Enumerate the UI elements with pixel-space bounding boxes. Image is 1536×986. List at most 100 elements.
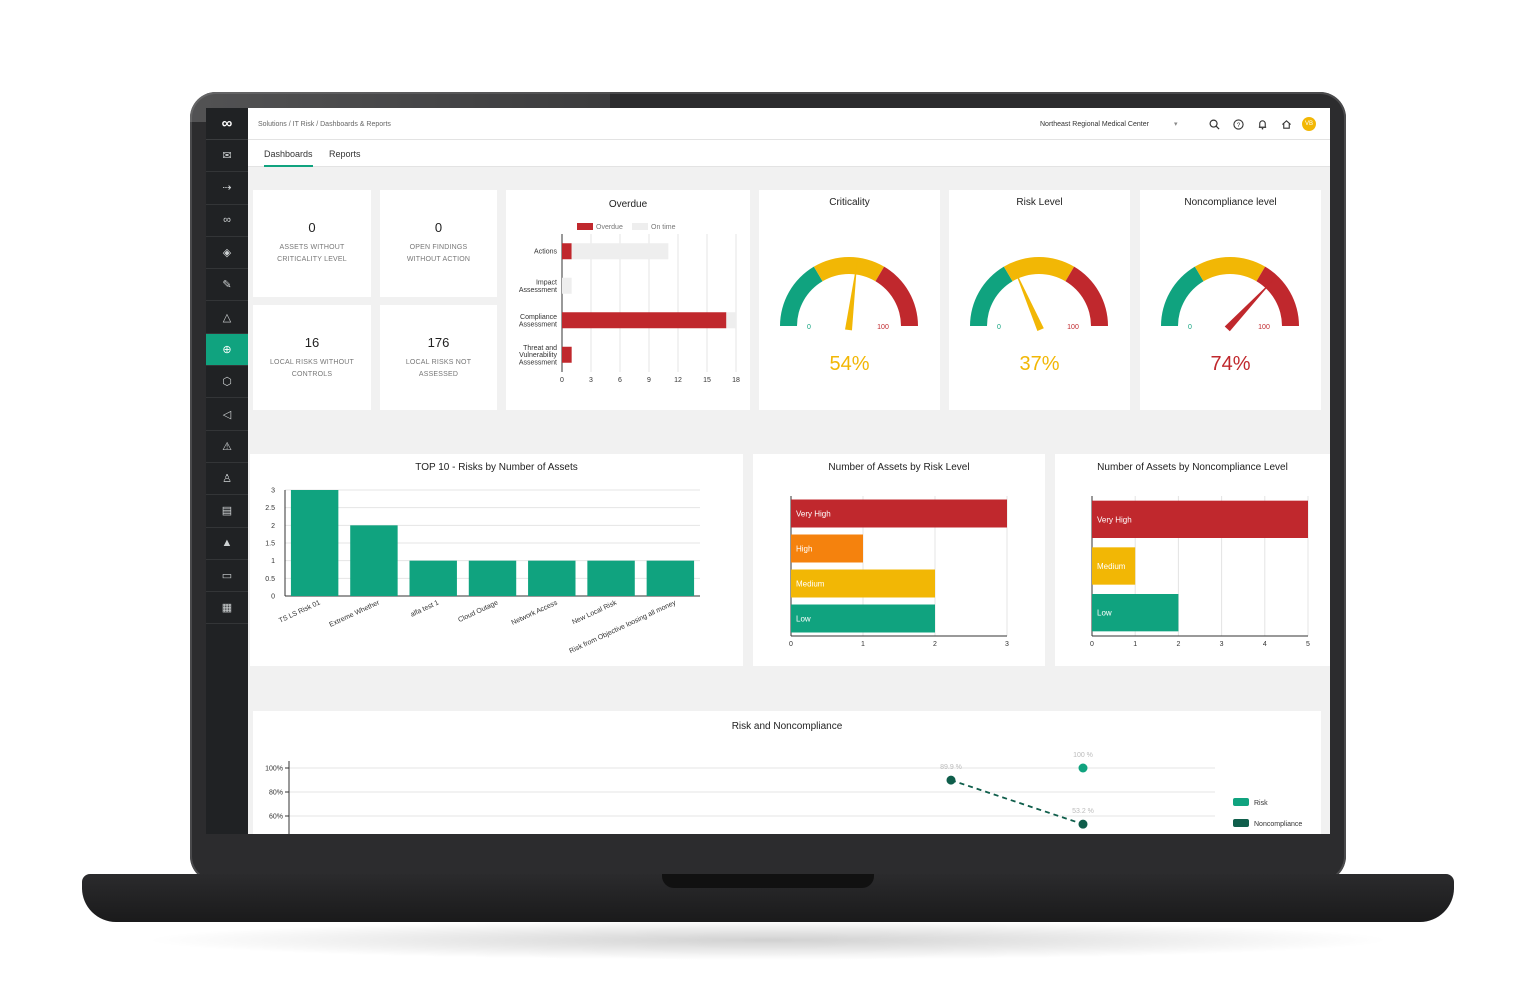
gauge-min-label: 0: [997, 324, 1001, 331]
gauge-band: [780, 266, 823, 326]
x-tick-label: 2: [933, 641, 937, 648]
signpost-icon[interactable]: ⇢: [206, 172, 248, 205]
infinity-icon[interactable]: ∞: [206, 205, 248, 237]
kpi-value: 176: [427, 335, 450, 350]
chart-title: TOP 10 - Risks by Number of Assets: [415, 462, 578, 473]
y-tick-label: Impact Assessment: [519, 280, 557, 294]
diamond-icon[interactable]: ◈: [206, 237, 248, 270]
kpi-card[interactable]: 16 LOCAL RISKS WITHOUT CONTROLS: [253, 305, 371, 410]
report-icon[interactable]: ▦: [206, 592, 248, 625]
alert-triangle-icon[interactable]: ⚠: [206, 431, 248, 463]
y-tick-label: 60%: [269, 814, 283, 821]
legend-label: On time: [651, 224, 676, 231]
kpi-label: LOCAL RISKS NOT ASSESSED: [405, 359, 472, 378]
home-icon[interactable]: [1278, 116, 1294, 132]
risk-level-chart: 0 1 2 3 Very High High Medium Low: [789, 496, 1009, 648]
y-tick-label: 1: [271, 558, 275, 565]
folder-icon[interactable]: ▭: [206, 560, 248, 593]
gauge-band: [1256, 266, 1299, 326]
x-tick-label: 3: [1005, 641, 1009, 648]
chevron-down-icon[interactable]: ▾: [1174, 121, 1178, 128]
bar: [1092, 547, 1136, 585]
gauge-card-noncompliance: Noncompliance level 0 100 74%: [1140, 190, 1321, 410]
bar: [791, 604, 935, 633]
mail-icon[interactable]: ✉: [206, 140, 248, 173]
laptop-notch: [662, 874, 874, 888]
x-tick-label: 0: [560, 377, 564, 384]
kpi-value: 0: [434, 220, 443, 235]
globe-icon[interactable]: ⊕: [206, 333, 248, 367]
y-tick-label: 3: [271, 488, 275, 495]
kpi-label: LOCAL RISKS WITHOUT CONTROLS: [269, 359, 355, 378]
tab-dashboards[interactable]: Dashboards: [264, 149, 313, 167]
x-tick-label: alfa test 1: [410, 599, 441, 618]
legend-swatch-overdue: [577, 223, 593, 230]
search-icon[interactable]: [1206, 116, 1222, 132]
table-icon[interactable]: ▤: [206, 495, 248, 528]
x-tick-label: 9: [647, 377, 651, 384]
kpi-value: 0: [308, 220, 316, 235]
kpi-card[interactable]: 0 OPEN FINDINGS WITHOUT ACTION: [380, 190, 497, 297]
x-tick-label: Cloud Outage: [457, 599, 499, 624]
bar: [468, 560, 517, 596]
risk-point: [1078, 763, 1088, 773]
y-tick-label: Actions: [534, 249, 557, 256]
y-tick-label: 100%: [265, 766, 283, 773]
gauge-value: 74%: [1210, 353, 1251, 375]
bar: [646, 560, 695, 596]
avatar[interactable]: VB: [1302, 117, 1316, 131]
kpi-card[interactable]: 0 ASSETS WITHOUT CRITICALITY LEVEL: [253, 190, 371, 297]
bell-icon[interactable]: [1254, 116, 1270, 132]
help-icon[interactable]: ?: [1230, 116, 1246, 132]
laptop-shadow: [140, 920, 1396, 960]
tab-reports[interactable]: Reports: [329, 149, 361, 159]
noncompliance-chart-card: Number of Assets by Noncompliance Level …: [1055, 454, 1330, 666]
y-tick-label: 80%: [269, 790, 283, 797]
x-tick-label: 12: [674, 377, 682, 384]
data-label: 53.2 %: [1072, 808, 1094, 815]
gauge-card-risk-level: Risk Level 0 100 37%: [949, 190, 1130, 410]
gauge-band: [1065, 266, 1108, 326]
breadcrumb[interactable]: Solutions / IT Risk / Dashboards & Repor…: [258, 121, 391, 128]
gauge-band: [970, 266, 1013, 326]
megaphone-icon[interactable]: ◁: [206, 398, 248, 431]
shield-icon[interactable]: ⬡: [206, 366, 248, 399]
risk-noncompliance-chart: 100% 80% 60% 100 % 89.9 % 53.2 % Risk Noncompli…: [265, 752, 1302, 834]
gauge-min-label: 0: [807, 324, 811, 331]
bar: [791, 499, 1007, 528]
risk-noncompliance-chart-card: Risk and Noncompliance 100% 80% 60% 100 % 89…: [253, 711, 1321, 834]
legend-swatch-on-time: [632, 223, 648, 230]
warning-icon[interactable]: △: [206, 301, 248, 334]
chart-title: Number of Assets by Noncompliance Level: [1097, 462, 1288, 473]
user-icon[interactable]: ♙: [206, 463, 248, 496]
data-label: 100 %: [1073, 752, 1093, 759]
noncompliance-point: [946, 775, 956, 785]
bar: [1092, 500, 1308, 538]
x-tick-label: 3: [589, 377, 593, 384]
kpi-value: 16: [304, 335, 320, 350]
bar: [726, 312, 736, 329]
alert-filled-icon[interactable]: ▲: [206, 528, 248, 560]
risk-level-gauge: 0 100: [970, 257, 1108, 332]
bar: [350, 525, 398, 596]
gauge-max-label: 100: [877, 324, 889, 331]
gauge-band: [813, 257, 885, 282]
top-bar: Solutions / IT Risk / Dashboards & Repor…: [248, 108, 1330, 140]
noncompliance-point: [1078, 819, 1088, 829]
x-tick-label: Network Access: [511, 599, 560, 627]
bar: [1092, 594, 1179, 632]
legend-swatch-noncompliance: [1233, 819, 1249, 827]
y-tick-label: Compliance Assessment: [519, 314, 557, 328]
x-tick-label: 4: [1263, 641, 1267, 648]
pencil-icon[interactable]: ✎: [206, 269, 248, 302]
svg-text:?: ?: [1236, 121, 1240, 128]
bar: [562, 277, 572, 294]
kpi-card[interactable]: 176 LOCAL RISKS NOT ASSESSED: [380, 305, 497, 410]
kpi-label: ASSETS WITHOUT CRITICALITY LEVEL: [277, 244, 347, 263]
gauge-card-criticality: Criticality 0 100 54%: [759, 190, 940, 410]
risk-level-chart-card: Number of Assets by Risk Level 0 1 2 3 Very …: [753, 454, 1045, 666]
y-tick-label: 2.5: [265, 505, 275, 512]
app-logo[interactable]: ∞: [206, 108, 248, 140]
organization-selector[interactable]: Northeast Regional Medical Center: [1040, 121, 1149, 128]
chart-title: Number of Assets by Risk Level: [828, 462, 970, 473]
